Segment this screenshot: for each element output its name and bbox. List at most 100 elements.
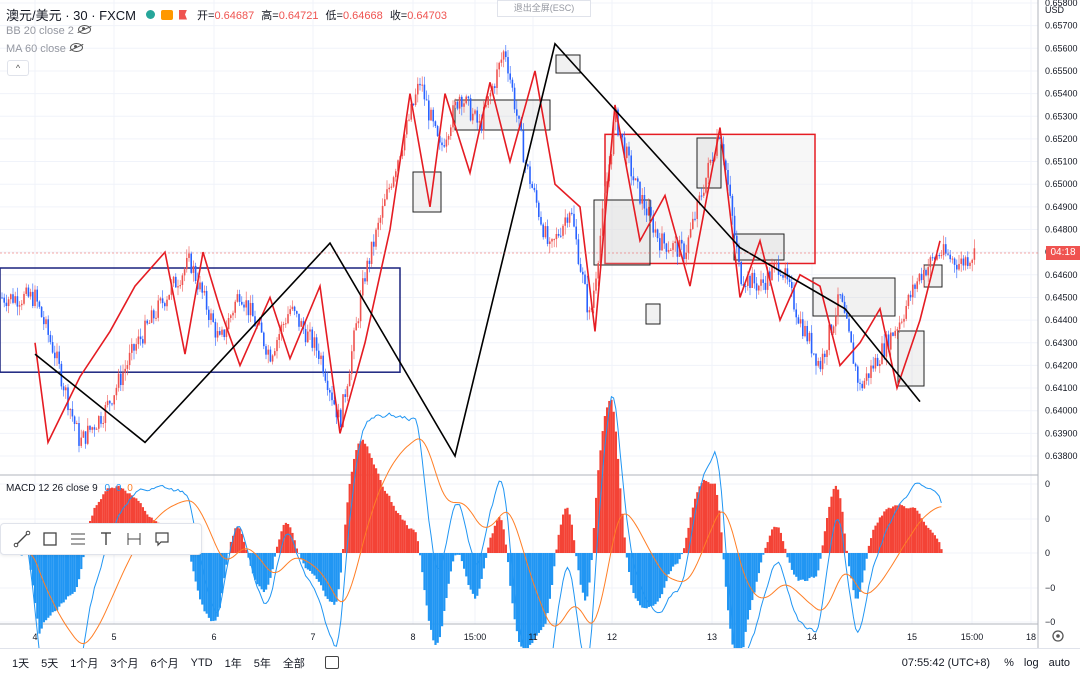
ohlc-low-value: 0.64668 [343,10,383,22]
macd-hist-bar [49,553,51,616]
candle-body [314,337,316,347]
indicator-bb-label: BB 20 close 2 [6,25,74,37]
macd-hist-bar [496,520,498,553]
log-toggle[interactable]: log [1024,657,1039,669]
price-tick-label: 0.65500 [1045,66,1078,76]
macd-hist-bar [712,484,714,553]
macd-hist-bar [56,553,58,610]
exit-fullscreen-button[interactable]: 退出全屏(ESC) [497,0,591,17]
callout-icon[interactable] [151,528,173,550]
macd-hist-bar [566,508,568,553]
macd-hist-bar [516,553,518,631]
symbol-title[interactable]: 澳元/美元 · 30 · FXCM [6,5,136,24]
macd-hist-bar [870,538,872,553]
candle-body [446,140,448,147]
candle-body [39,302,41,307]
clock[interactable]: 07:55:42 (UTC+8) [902,657,990,669]
range-3m[interactable]: 3个月 [110,655,138,671]
candle-body [846,313,848,319]
range-all[interactable]: 全部 [283,655,305,671]
macd-hist-bar [639,553,641,605]
candle-body [221,330,223,335]
candle-body [738,247,740,262]
range-1d[interactable]: 1天 [12,655,29,671]
candle-body [30,292,32,297]
settings-gear-icon[interactable] [1053,631,1063,641]
macd-hist-bar [936,539,938,553]
price-tick-label: 0.65300 [1045,111,1078,121]
candle-body [34,290,36,306]
text-icon[interactable] [95,528,117,550]
range-ytd[interactable]: YTD [191,657,213,669]
macd-hist-bar [934,535,936,553]
candle-body [415,94,417,105]
candle-body [10,294,12,299]
candle-body [386,189,388,199]
price-tick-label: 0.64900 [1045,202,1078,212]
macd-hist-bar [498,517,500,553]
macd-hist-bar [767,542,769,553]
macd-hist-bar [791,553,793,570]
macd-legend[interactable]: MACD 12 26 close 9 0 0 0 [6,483,133,494]
range-1y[interactable]: 1年 [225,655,242,671]
macd-hist-bar [254,553,256,580]
range-1m[interactable]: 1个月 [70,655,98,671]
measure-icon[interactable] [123,528,145,550]
range-5y[interactable]: 5年 [254,655,271,671]
range-6m[interactable]: 6个月 [151,655,179,671]
fib-lines-icon[interactable] [67,528,89,550]
candle-body [105,405,107,423]
macd-hist-bar [208,553,210,618]
hidden-eye-icon[interactable] [70,43,83,52]
rectangle-icon[interactable] [39,528,61,550]
macd-hist-bar [377,474,379,553]
macd-hist-bar [630,553,632,585]
candle-body [692,219,694,229]
candle-body [124,369,126,373]
macd-hist-bar [877,523,879,553]
candle-body [45,319,47,324]
macd-tick-label: 0 [1045,514,1050,524]
flag-icon[interactable] [179,10,187,20]
currency-swap-icon[interactable] [161,10,173,20]
macd-hist-bar [685,538,687,553]
trend-line-icon[interactable] [11,528,33,550]
candle-body [641,195,643,204]
candle-body [683,243,685,259]
candle-body [127,365,129,369]
candle-body [954,259,956,265]
candle-body [28,288,30,297]
candle-body [798,317,800,323]
macd-hist-bar [386,494,388,553]
consolidation-box[interactable] [734,234,784,260]
collapse-legend-button[interactable]: ^ [7,60,29,76]
indicator-ma[interactable]: MA 60 close [6,43,83,55]
percent-toggle[interactable]: % [1004,657,1014,669]
ohlc-close-label: 收= [390,10,407,22]
indicator-bb[interactable]: BB 20 close 2 [6,25,91,37]
candle-body [113,395,115,404]
macd-hist-bar [276,547,278,553]
auto-toggle[interactable]: auto [1049,657,1070,669]
candle-body [17,296,19,306]
price-tick-label: 0.64000 [1045,406,1078,416]
candle-body [331,393,333,401]
macd-hist-bar [769,536,771,553]
macd-hist-bar [707,482,709,553]
candle-body [393,177,395,186]
consolidation-box[interactable] [898,331,924,386]
macd-hist-bar [331,553,333,602]
macd-hist-bar [907,508,909,553]
range-5d[interactable]: 5天 [41,655,58,671]
macd-hist-bar [778,527,780,553]
macd-hist-bar [758,553,760,573]
macd-hist-bar [483,553,485,568]
ohlc-open-label: 开= [197,10,214,22]
macd-hist-bar [74,553,76,592]
consolidation-box[interactable] [646,304,660,324]
candle-body [740,262,742,284]
hidden-eye-icon[interactable] [78,25,91,34]
goto-date-icon[interactable] [325,656,339,669]
candle-body [637,178,639,181]
